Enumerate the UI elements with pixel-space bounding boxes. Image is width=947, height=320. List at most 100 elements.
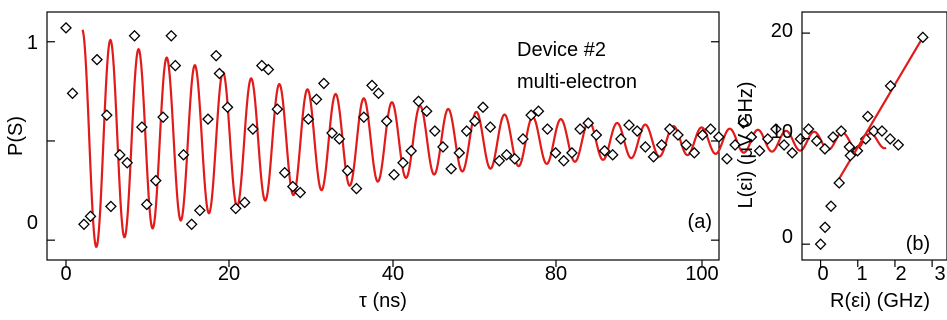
plot-frame-b xyxy=(801,11,947,261)
x-tick-labels-a: 0 20 40 80 100 xyxy=(60,263,718,285)
data-point xyxy=(745,131,758,143)
data-point xyxy=(437,140,449,153)
x-tick-label: 0 xyxy=(60,263,71,285)
data-point xyxy=(802,123,815,135)
data-points-a xyxy=(60,21,905,231)
data-point xyxy=(532,105,545,118)
data-point xyxy=(453,146,466,159)
data-point xyxy=(810,135,823,147)
y-tick-label: 0 xyxy=(782,226,793,248)
annotation-line-1: Device #2 xyxy=(517,39,606,61)
data-point xyxy=(428,125,441,137)
data-point xyxy=(825,200,837,213)
data-point xyxy=(786,146,799,159)
data-point xyxy=(262,63,275,76)
data-point xyxy=(468,115,481,128)
data-point xyxy=(916,31,929,44)
data-point xyxy=(818,142,831,155)
panel-label-b: (b) xyxy=(906,233,930,255)
data-point xyxy=(460,125,473,137)
data-point xyxy=(185,218,198,231)
data-point xyxy=(397,156,409,169)
panel-a: 0 1 0 20 40 80 100 P(S) τ (ns) Device #2… xyxy=(5,11,905,312)
data-point xyxy=(238,196,251,209)
data-point xyxy=(761,133,774,145)
x-tick-label: 100 xyxy=(685,263,718,285)
data-point xyxy=(193,204,206,217)
x-tick-label: 20 xyxy=(218,263,240,285)
data-point xyxy=(221,101,234,114)
data-point xyxy=(712,131,725,143)
y-tick-labels-a: 0 1 xyxy=(27,32,38,234)
panel-label-a: (a) xyxy=(688,211,712,233)
data-point xyxy=(202,113,214,126)
data-point xyxy=(493,154,506,167)
y-tick-label: 20 xyxy=(771,20,793,42)
data-point xyxy=(819,221,831,234)
y-tick-labels-b: 0 10 20 xyxy=(771,20,793,248)
data-point xyxy=(149,174,162,187)
data-point xyxy=(278,166,291,179)
data-point xyxy=(867,125,880,137)
data-points-b xyxy=(814,31,929,251)
data-point xyxy=(113,148,126,161)
x-tick-label: 2 xyxy=(895,263,906,285)
y-axis-label-b: L(εi) (μV GHz) xyxy=(735,81,757,208)
data-point xyxy=(721,152,733,165)
data-point xyxy=(66,87,79,100)
data-point xyxy=(388,168,400,181)
data-point xyxy=(590,129,603,141)
data-point xyxy=(827,131,839,143)
data-point xyxy=(271,103,284,116)
data-point xyxy=(770,123,782,135)
data-point xyxy=(508,152,521,165)
data-point xyxy=(606,148,619,161)
data-point xyxy=(672,129,684,141)
data-point xyxy=(405,144,418,157)
data-point xyxy=(60,21,72,34)
data-point xyxy=(104,200,117,213)
data-point xyxy=(598,144,611,157)
data-point xyxy=(729,139,742,151)
x-tick-label: 0 xyxy=(817,263,828,285)
data-point xyxy=(500,148,513,161)
x-axis-label-a: τ (ns) xyxy=(359,290,407,312)
data-point xyxy=(574,123,586,135)
data-point xyxy=(647,150,660,163)
y-axis-ticks-b xyxy=(802,32,810,245)
data-point xyxy=(566,146,578,159)
data-point xyxy=(737,117,750,130)
data-point xyxy=(100,109,113,122)
data-point xyxy=(814,238,827,251)
data-point xyxy=(623,119,635,132)
data-point xyxy=(128,29,141,42)
data-point xyxy=(884,133,897,145)
y-axis-label-a: P(S) xyxy=(5,116,27,156)
x-axis-ticks-b xyxy=(819,260,933,267)
data-point xyxy=(614,133,627,145)
data-point xyxy=(844,149,857,162)
data-point xyxy=(696,129,709,141)
data-point xyxy=(84,210,97,223)
data-point xyxy=(663,123,676,135)
data-point xyxy=(420,105,433,118)
data-point xyxy=(121,156,134,169)
data-point xyxy=(833,177,846,189)
data-point xyxy=(655,139,668,151)
x-tick-label: 80 xyxy=(545,263,567,285)
data-point xyxy=(884,79,897,92)
data-point xyxy=(688,146,701,159)
data-point xyxy=(169,59,182,72)
data-point xyxy=(477,101,489,114)
data-point xyxy=(541,123,554,135)
data-point xyxy=(357,111,370,124)
data-point xyxy=(372,87,385,100)
data-point xyxy=(294,186,307,199)
data-point xyxy=(412,95,425,108)
data-point xyxy=(876,125,888,137)
data-point xyxy=(753,144,766,157)
data-point xyxy=(557,154,570,167)
y-tick-label: 1 xyxy=(27,32,38,54)
data-point xyxy=(794,133,807,145)
